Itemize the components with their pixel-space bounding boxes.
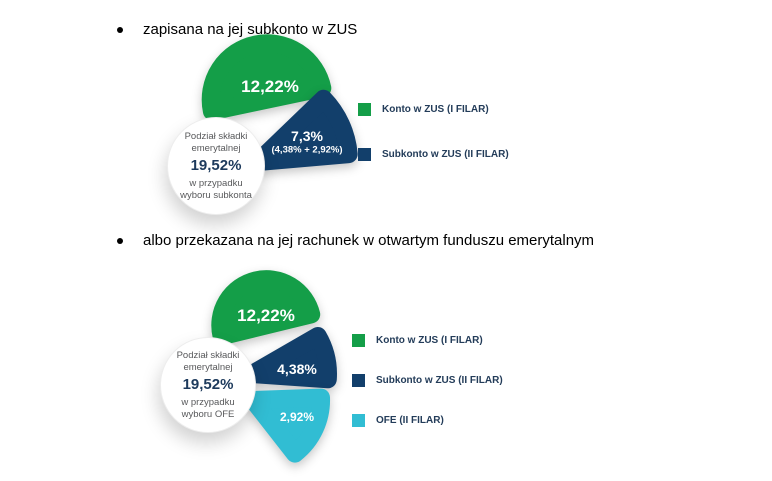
legend-swatch-cyan — [352, 414, 365, 427]
bullet-item-1: zapisana na jej subkonto w ZUS — [117, 20, 358, 39]
legend-swatch-green — [352, 334, 365, 347]
slice-konto-zus — [211, 270, 321, 346]
slice-value-ofe: 2,92% — [279, 410, 315, 424]
legend-item-konto: Konto w ZUS (I FILAR) — [352, 334, 483, 347]
bullet-item-2: albo przekazana na jej rachunek w otwart… — [117, 231, 595, 250]
bullet-marker — [117, 238, 123, 244]
legend-label: Konto w ZUS (I FILAR) — [376, 335, 483, 346]
slice-ofe — [244, 388, 331, 463]
legend-label: Subkonto w ZUS (II FILAR) — [382, 149, 509, 160]
pie-chart-subkonto — [201, 34, 358, 171]
pie-chart-ofe — [211, 270, 337, 463]
slice-breakdown-subkonto: (4,38% + 2,92%) — [271, 144, 343, 156]
bullet-text-2: albo przekazana na jej rachunek w otwart… — [143, 232, 595, 249]
slice-konto-zus — [201, 34, 332, 121]
slice-value-konto: 12,22% — [237, 306, 295, 325]
legend-swatch-navy — [358, 148, 371, 161]
legend-label: Konto w ZUS (I FILAR) — [382, 104, 489, 115]
legend-label: Subkonto w ZUS (II FILAR) — [376, 375, 503, 386]
center-line2: w przypadku wyboru OFE — [181, 397, 235, 420]
slice-subkonto-zus — [249, 89, 358, 171]
legend-item-subkonto: Subkonto w ZUS (II FILAR) — [352, 374, 503, 387]
center-total: 19,52% — [190, 157, 242, 174]
slice-value-subkonto: 7,3% — [291, 128, 323, 144]
bullet-text-1: zapisana na jej subkonto w ZUS — [143, 21, 358, 38]
legend-item-konto: Konto w ZUS (I FILAR) — [358, 103, 489, 116]
legend-item-ofe: OFE (II FILAR) — [352, 414, 444, 427]
legend-item-subkonto: Subkonto w ZUS (II FILAR) — [358, 148, 509, 161]
legend-swatch-green — [358, 103, 371, 116]
bullet-marker — [117, 27, 123, 33]
legend-swatch-navy — [352, 374, 365, 387]
legend-label: OFE (II FILAR) — [376, 415, 444, 426]
center-circle: Podział składki emerytalnej 19,52% w prz… — [167, 117, 265, 215]
slice-value-subkonto: 4,38% — [277, 361, 317, 377]
center-line1: Podział składki emerytalnej — [184, 131, 248, 154]
center-line2: w przypadku wyboru subkonta — [180, 178, 252, 201]
center-circle: Podział składki emerytalnej 19,52% w prz… — [160, 337, 256, 433]
center-line1: Podział składki emerytalnej — [176, 350, 240, 373]
slice-subkonto-zus — [243, 327, 337, 389]
center-total: 19,52% — [182, 376, 234, 393]
slice-value-konto: 12,22% — [241, 77, 299, 96]
